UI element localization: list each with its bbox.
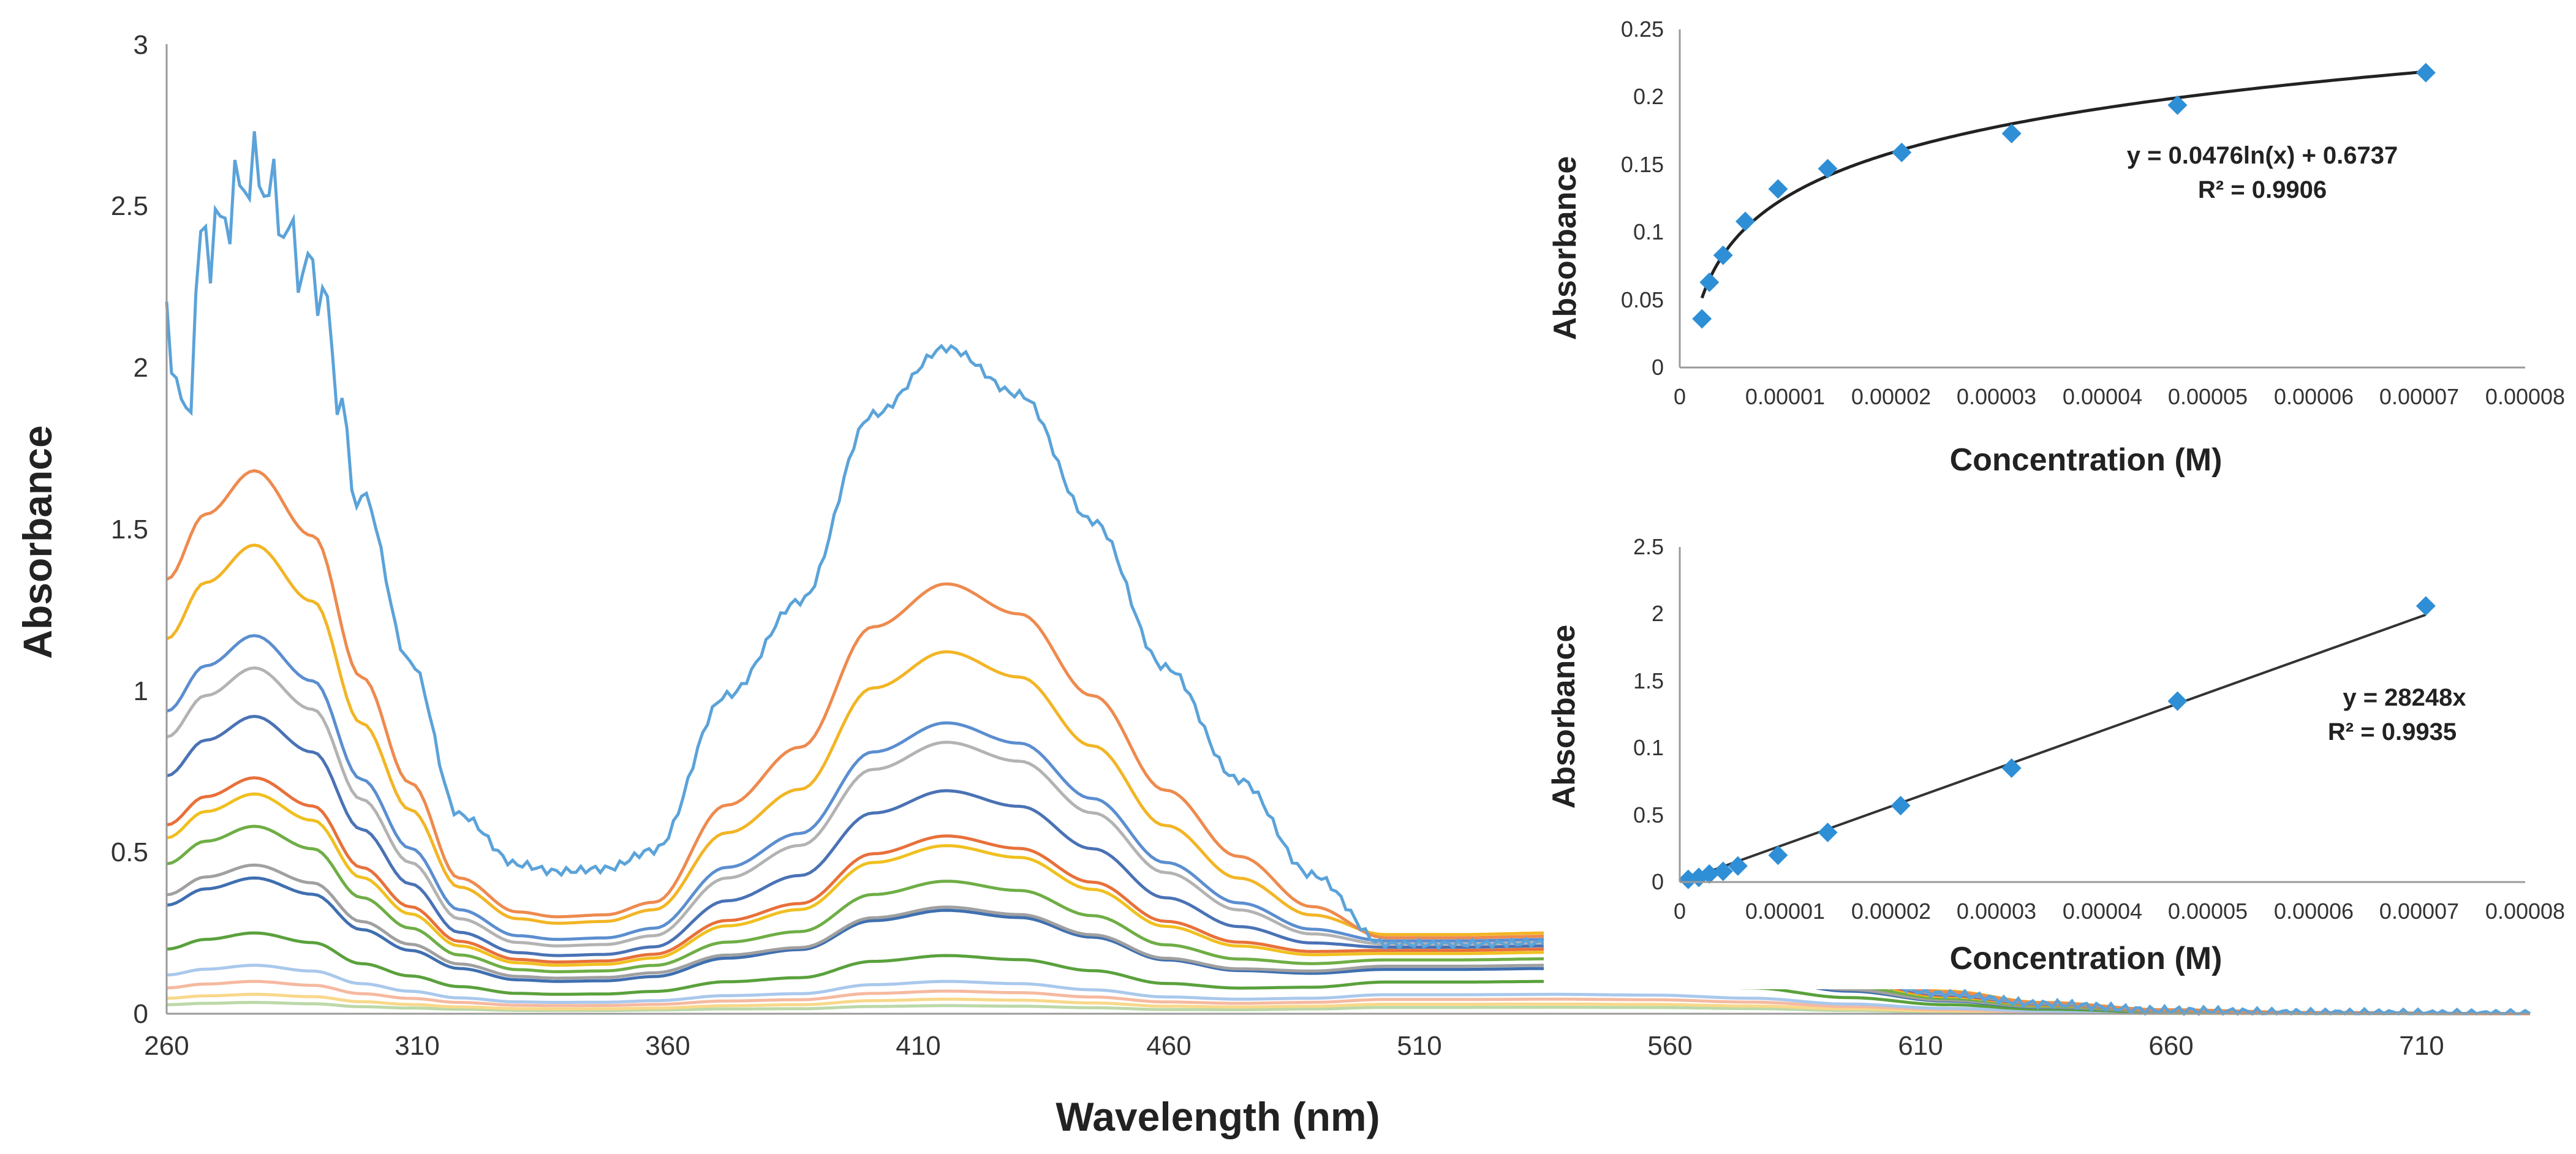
inset-log-background bbox=[1593, 12, 2573, 496]
inset-log-x-tick-label: 0.00004 bbox=[2063, 384, 2142, 409]
inset-linear-point bbox=[2167, 691, 2188, 711]
inset-log-point bbox=[1699, 272, 1720, 292]
inset-log-x-tick-label: 0.00006 bbox=[2274, 384, 2354, 409]
main-x-tick-label: 310 bbox=[395, 1031, 439, 1061]
inset-linear-point bbox=[1768, 845, 1788, 866]
inset-linear-x-tick-label: 0 bbox=[1674, 899, 1686, 924]
inset-linear-x-tick-label: 0.00006 bbox=[2274, 899, 2354, 924]
inset-linear-y-tick-label: 0 bbox=[1652, 869, 1664, 894]
inset-linear-x-tick-label: 0.00007 bbox=[2379, 899, 2459, 924]
inset-linear-y-tick-label: 2.5 bbox=[1633, 534, 1664, 559]
main-x-tick-label: 360 bbox=[645, 1031, 690, 1061]
inset-log-y-axis-title: Absorbance bbox=[1547, 156, 1583, 341]
inset-log-x-tick-label: 0.00001 bbox=[1745, 384, 1825, 409]
inset-linear-x-tick-label: 0.00001 bbox=[1745, 899, 1825, 924]
main-x-tick-label: 660 bbox=[2148, 1031, 2193, 1061]
main-y-tick-label: 0 bbox=[134, 999, 148, 1029]
inset-log-x-tick-label: 0.00007 bbox=[2379, 384, 2459, 409]
inset-log-y-tick-label: 0 bbox=[1652, 355, 1664, 380]
inset-linear-point bbox=[1699, 864, 1720, 884]
main-x-tick-label: 510 bbox=[1397, 1031, 1441, 1061]
inset-linear-point bbox=[1728, 856, 1748, 876]
main-y-tick-label: 1 bbox=[134, 676, 148, 706]
inset-log-point bbox=[2001, 124, 2022, 144]
main-y-tick-label: 2.5 bbox=[111, 191, 148, 221]
inset-log-point bbox=[2415, 62, 2436, 83]
inset-linear-y-tick-label: 1.5 bbox=[1633, 668, 1664, 693]
inset-linear-equation: y = 28248x bbox=[2343, 684, 2466, 711]
inset-log-x-tick-label: 0.00005 bbox=[2168, 384, 2248, 409]
main-y-tick-label: 0.5 bbox=[111, 837, 148, 867]
inset-log-point bbox=[1692, 309, 1712, 329]
inset-log-point bbox=[1713, 245, 1733, 265]
inset-linear-chart: 0 0.5 0.1 1.5 2 2.5 0 0.00001 0.00002 0.… bbox=[1544, 518, 2573, 989]
main-y-tick-label: 1.5 bbox=[111, 515, 148, 545]
inset-log-point bbox=[1892, 142, 1912, 162]
inset-log-y-tick-label: 0.25 bbox=[1621, 17, 1664, 42]
inset-linear-x-tick-label: 0.00005 bbox=[2168, 899, 2248, 924]
inset-linear-background bbox=[1544, 518, 2573, 989]
inset-log-y-tick-label: 0.1 bbox=[1633, 219, 1664, 244]
main-y-tick-label: 3 bbox=[134, 30, 148, 60]
inset-log-x-tick-label: 0.00008 bbox=[2485, 384, 2565, 409]
inset-log-point bbox=[2167, 95, 2188, 115]
main-x-tick-label: 460 bbox=[1146, 1031, 1191, 1061]
inset-log-points bbox=[1692, 62, 2436, 329]
main-x-axis-title: Wavelength (nm) bbox=[1056, 1094, 1380, 1139]
inset-linear-point bbox=[1890, 796, 1911, 816]
inset-log-y-tick-label: 0.05 bbox=[1621, 287, 1664, 312]
inset-linear-x-tick-label: 0.00004 bbox=[2063, 899, 2142, 924]
inset-linear-x-tick-label: 0.00002 bbox=[1851, 899, 1931, 924]
inset-linear-point bbox=[2415, 596, 2436, 616]
inset-log-x-tick-label: 0 bbox=[1674, 384, 1686, 409]
main-chart: 0 0.5 1 1.5 2 2.5 3 260 310 360 410 460 … bbox=[15, 30, 2531, 1139]
inset-log-point bbox=[1768, 179, 1788, 199]
inset-log-r-squared: R² = 0.9906 bbox=[2198, 176, 2327, 203]
inset-linear-point bbox=[1818, 823, 1838, 843]
main-x-tick-label: 710 bbox=[2399, 1031, 2444, 1061]
spectrum-series-line-0 bbox=[165, 131, 2531, 1016]
inset-linear-y-axis-title: Absorbance bbox=[1546, 625, 1582, 809]
inset-linear-y-tick-label: 0.1 bbox=[1633, 735, 1664, 760]
inset-linear-y-tick-label: 0.5 bbox=[1633, 802, 1664, 828]
inset-linear-y-tick-label: 2 bbox=[1652, 601, 1664, 626]
main-x-tick-label: 410 bbox=[896, 1031, 940, 1061]
inset-linear-point bbox=[1713, 861, 1733, 881]
main-x-tick-label: 260 bbox=[144, 1031, 189, 1061]
inset-linear-x-tick-label: 0.00008 bbox=[2485, 899, 2565, 924]
main-x-tick-label: 610 bbox=[1898, 1031, 1943, 1061]
inset-log-point bbox=[1818, 159, 1838, 179]
inset-log-chart: 0 0.05 0.1 0.15 0.2 0.25 0 0.00001 0.000… bbox=[1547, 12, 2573, 496]
inset-log-y-tick-label: 0.15 bbox=[1621, 152, 1664, 177]
spectrum-series-group bbox=[165, 131, 2531, 1016]
inset-linear-trendline bbox=[1679, 613, 2427, 883]
inset-log-x-tick-label: 0.00003 bbox=[1957, 384, 2036, 409]
inset-log-x-tick-label: 0.00002 bbox=[1851, 384, 1931, 409]
inset-log-x-axis-title: Concentration (M) bbox=[1950, 442, 2223, 478]
main-y-axis-title: Absorbance bbox=[15, 425, 60, 658]
main-y-tick-label: 2 bbox=[134, 353, 148, 383]
inset-linear-x-tick-label: 0.00003 bbox=[1957, 899, 2036, 924]
inset-log-equation: y = 0.0476ln(x) + 0.6737 bbox=[2127, 142, 2398, 169]
inset-linear-point bbox=[2001, 758, 2022, 779]
inset-log-y-tick-label: 0.2 bbox=[1633, 84, 1664, 109]
inset-linear-x-axis-title: Concentration (M) bbox=[1950, 941, 2223, 976]
inset-linear-r-squared: R² = 0.9935 bbox=[2328, 718, 2457, 745]
main-x-tick-label: 560 bbox=[1647, 1031, 1692, 1061]
inset-log-point bbox=[1735, 211, 1755, 232]
